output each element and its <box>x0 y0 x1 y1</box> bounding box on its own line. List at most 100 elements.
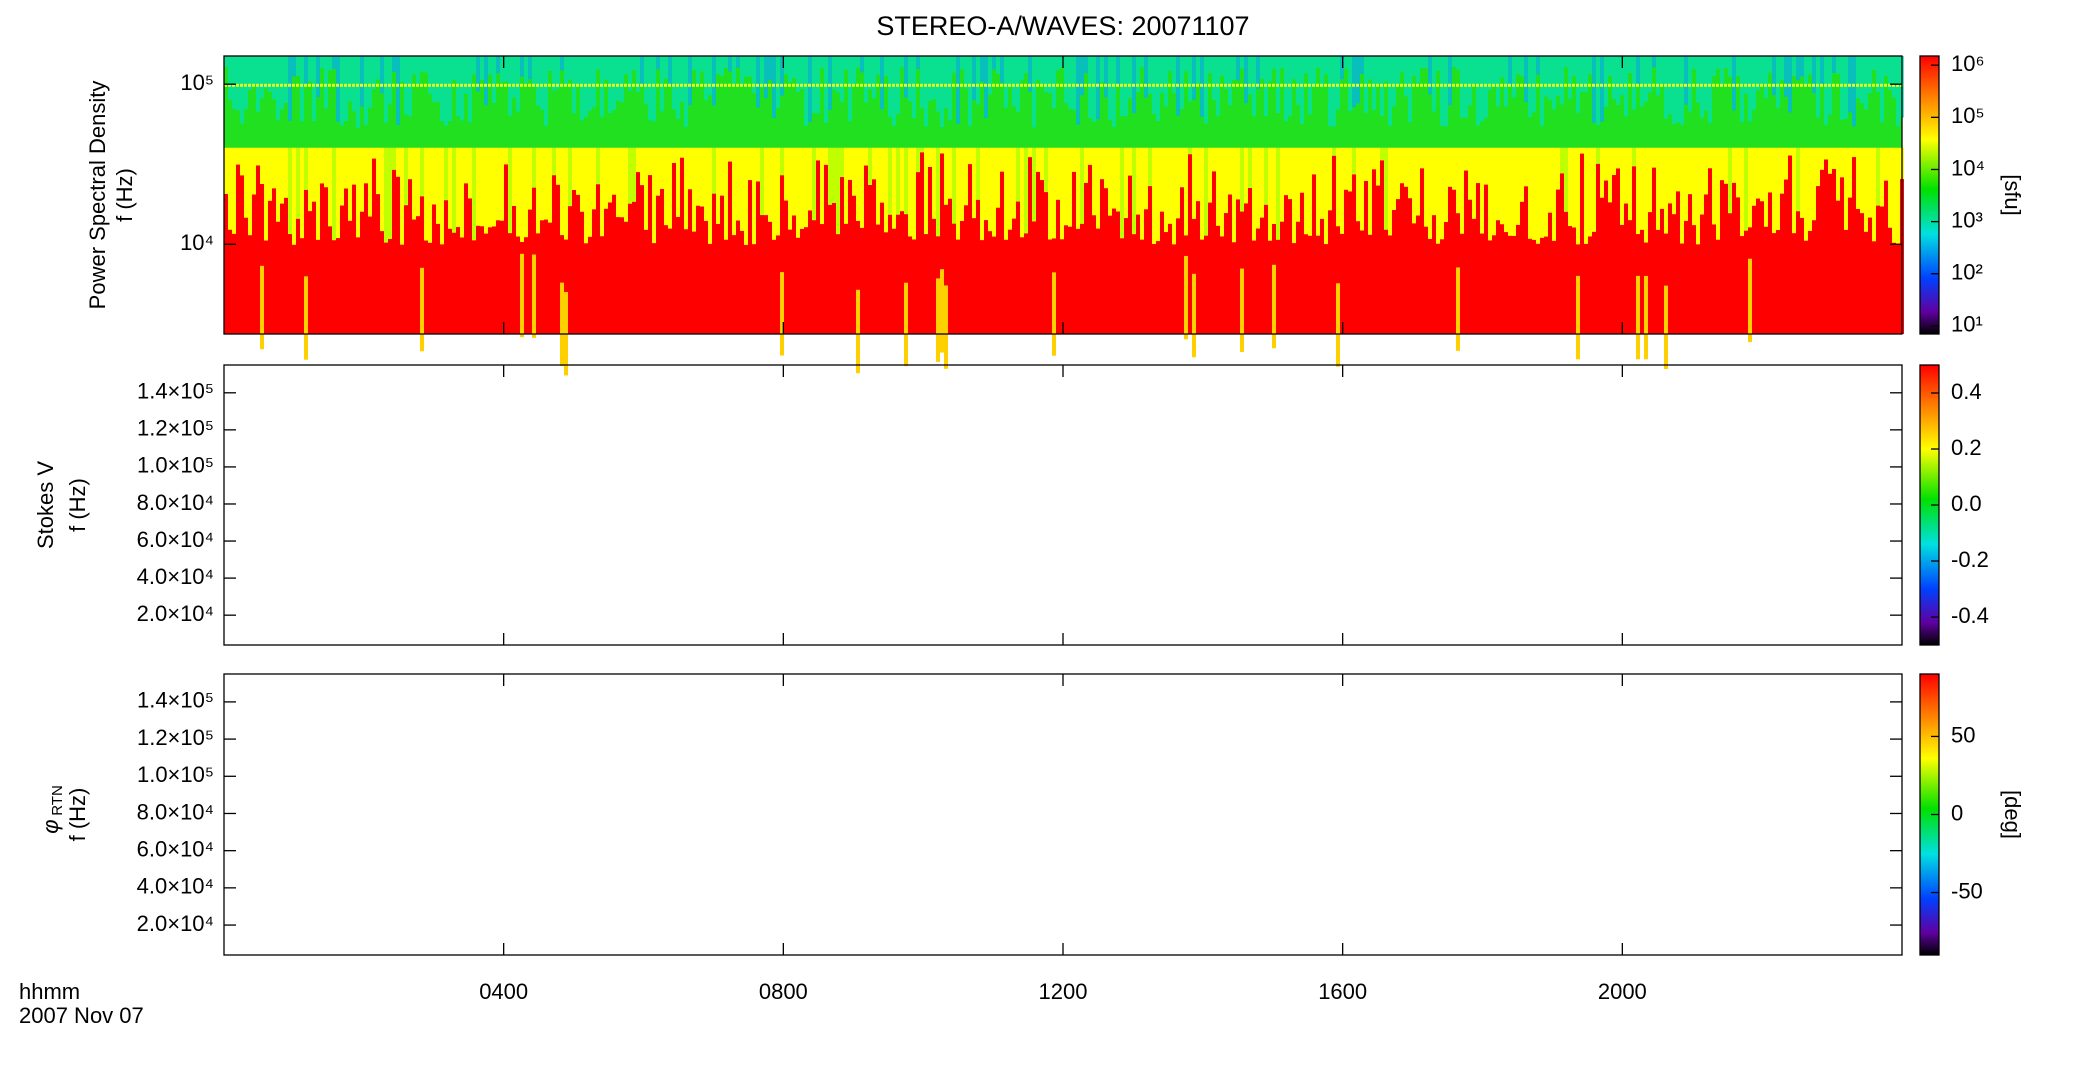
spectrogram-cell <box>1716 83 1719 87</box>
spectrogram-cell <box>1056 56 1060 71</box>
spectrogram-cell <box>564 239 568 334</box>
spectrogram-cell <box>524 56 528 84</box>
spectrogram-cell <box>812 83 815 87</box>
spectrogram-cell <box>1304 56 1308 74</box>
spectrogram-cell <box>484 233 488 334</box>
spectrogram-cell <box>356 237 360 334</box>
spectrogram-cell <box>1088 56 1092 119</box>
spectrogram-cell <box>904 56 908 98</box>
spectrogram-cell <box>1372 56 1376 110</box>
spectrogram-cell <box>960 221 964 334</box>
spectrogram-cell <box>1172 147 1176 334</box>
spectrogram-cell <box>1836 83 1839 87</box>
spectrogram-cell <box>832 83 835 87</box>
spectrogram-cell <box>700 206 704 334</box>
spectrogram-cell <box>760 56 764 88</box>
spectrogram-cell <box>1864 83 1867 87</box>
spectrogram-cell <box>316 83 319 87</box>
spectrogram-cell <box>940 56 944 128</box>
spectrogram-cell <box>1756 56 1760 91</box>
spectrogram-cell <box>640 56 644 86</box>
spectrogram-cell <box>552 175 556 334</box>
spectrogram-cell <box>1676 56 1680 123</box>
spectrogram-cell <box>928 167 932 334</box>
spectrogram-cell <box>1444 222 1448 334</box>
spectrogram-cell <box>452 83 455 87</box>
spectrogram-cell <box>572 190 576 334</box>
spectrogram-cell <box>1104 188 1108 334</box>
spectrogram-cell <box>352 83 355 87</box>
spectrogram-cell <box>1280 56 1284 69</box>
spectrogram-cell <box>1636 83 1639 87</box>
spectrogram-cell <box>808 83 811 87</box>
spectrogram-cell <box>1312 174 1316 334</box>
x-tick-label: 1200 <box>1039 979 1088 1004</box>
spectrogram-cell <box>676 83 679 87</box>
spectrogram-cell <box>1712 56 1716 77</box>
spectrogram-cell <box>1228 83 1231 87</box>
spectrogram-cell <box>1616 83 1619 87</box>
spectrogram-cell <box>1468 199 1472 334</box>
spectrogram-cell <box>424 56 428 73</box>
colorbar-tick-label: 10⁴ <box>1951 155 1985 180</box>
spectrogram-cell <box>448 228 452 334</box>
spectrogram-cell <box>1372 169 1376 334</box>
spectrogram-cell <box>804 227 808 334</box>
spectrogram-cell <box>1324 147 1328 334</box>
spectrogram-cell <box>708 83 711 87</box>
spectrogram-cell <box>800 56 804 90</box>
spectrogram-cell <box>900 211 904 334</box>
spectrogram-cell <box>628 203 632 334</box>
spectrogram-cell <box>1564 83 1567 87</box>
spectrogram-cell <box>1316 83 1319 87</box>
spectrogram-cell <box>1156 241 1160 334</box>
spectrogram-cell <box>1300 56 1304 124</box>
spectrogram-cell <box>1576 147 1580 334</box>
spectrogram-cell <box>520 56 524 77</box>
spectrogram-cell <box>1744 230 1748 334</box>
spectrogram-cell <box>324 187 328 334</box>
spectrogram-cell <box>1344 189 1348 334</box>
y-axis-label: f (Hz) <box>65 478 90 532</box>
spectrogram-cell <box>376 194 380 334</box>
spectrogram-cell <box>1724 183 1728 334</box>
spectrogram-cell <box>224 83 227 87</box>
spectrogram-cell <box>1628 56 1632 74</box>
spectrogram-cell <box>1292 83 1295 87</box>
spectrogram-cell <box>1472 56 1476 84</box>
spectrogram-cell <box>1412 56 1416 76</box>
spectrogram-cell <box>1580 83 1583 87</box>
spectrogram-cell <box>1036 171 1040 334</box>
spectrogram-cell <box>332 56 336 70</box>
spectrogram-cell <box>1792 56 1796 76</box>
spectrogram-cell <box>1732 56 1736 111</box>
spectrogram-cell <box>1704 83 1707 87</box>
spectrogram-cell <box>448 83 451 87</box>
spectrogram-cell <box>1288 199 1292 334</box>
spectrogram-cell <box>1728 213 1732 334</box>
spectrogram-cell <box>916 56 920 69</box>
spectrogram-cell <box>928 83 931 87</box>
spectrogram-cell <box>284 56 288 104</box>
spectrogram-cell <box>852 83 855 87</box>
spectrogram-cell <box>972 83 975 87</box>
spectrogram-cell <box>476 225 480 334</box>
spectrogram-cell <box>1688 194 1692 334</box>
spectrogram-cell <box>1468 56 1472 106</box>
spectrogram-cell <box>1208 202 1212 334</box>
spectrogram-cell <box>1696 147 1700 334</box>
y-tick-label: 2.0×10⁴ <box>137 601 214 626</box>
spectrogram-cell <box>1672 83 1675 87</box>
spectrogram-cell <box>1144 83 1147 87</box>
spectrogram-cell <box>1852 56 1856 127</box>
spectrogram-cell <box>948 56 952 121</box>
spectrogram-cell <box>696 205 700 334</box>
spectrogram-cell <box>1020 83 1023 87</box>
spectrogram-cell <box>1740 236 1744 334</box>
spectrogram-cell <box>1692 225 1696 334</box>
spectrogram-cell <box>1020 237 1024 334</box>
spectrogram-cell <box>592 83 595 87</box>
spectrogram-cell <box>840 56 844 103</box>
spectrogram-cell <box>1388 56 1392 126</box>
spectrogram-cell <box>340 205 344 334</box>
